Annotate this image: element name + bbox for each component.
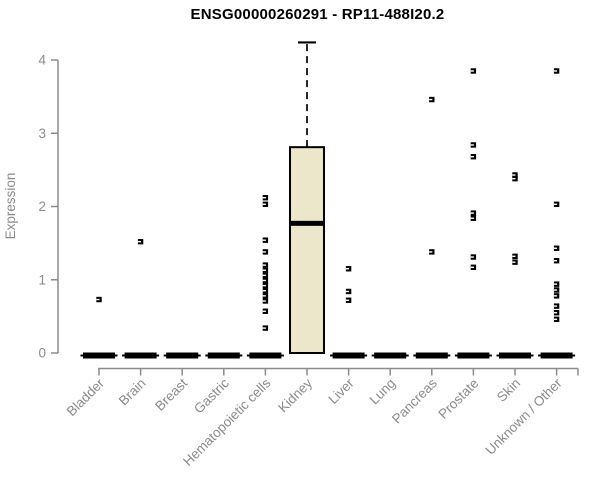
- x-category-label: Breast: [152, 375, 190, 413]
- y-tick-label: 4: [38, 53, 46, 68]
- box-kidney: [289, 146, 325, 354]
- outlier-point-slit: [512, 255, 516, 258]
- outlier-point-slit: [262, 295, 266, 297]
- median-line: [290, 220, 324, 226]
- outlier-point-slit: [137, 240, 142, 243]
- x-category-label: Lung: [366, 376, 398, 408]
- outlier-point-slit: [470, 212, 474, 214]
- outlier-point-slit: [512, 177, 516, 180]
- outlier-point-slit: [96, 298, 100, 301]
- outlier-point-slit: [345, 268, 350, 270]
- outlier-point-slit: [262, 269, 266, 271]
- outlier-point-slit: [262, 279, 266, 282]
- outlier-point-slit: [262, 290, 266, 292]
- outlier-point-slit: [345, 290, 350, 293]
- collapsed-box: [249, 352, 282, 359]
- outlier-point-slit: [470, 256, 474, 258]
- outlier-point-slit: [262, 310, 266, 312]
- outlier-point-slit: [262, 300, 266, 302]
- outlier-point-slit: [512, 174, 516, 176]
- outlier-point-slit: [553, 283, 558, 285]
- outlier-point-slit: [262, 274, 266, 277]
- collapsed-box: [540, 352, 573, 359]
- x-category-label: Brain: [116, 376, 149, 409]
- outlier-point-slit: [512, 261, 516, 263]
- x-category-label: Unknown / Other: [482, 375, 565, 458]
- outlier-point-slit: [262, 239, 266, 241]
- outlier-point-slit: [262, 251, 266, 253]
- outlier-point-slit: [553, 203, 558, 206]
- outlier-point-slit: [262, 203, 266, 206]
- chart-title: ENSG00000260291 - RP11-488I20.2: [190, 6, 445, 23]
- y-tick-label: 1: [38, 272, 46, 287]
- outlier-point-slit: [470, 70, 474, 72]
- collapsed-box: [124, 352, 157, 359]
- x-category-label: Gastric: [191, 375, 232, 416]
- outlier-point-slit: [553, 312, 558, 314]
- collapsed-box: [332, 352, 365, 359]
- outlier-point-slit: [553, 289, 558, 291]
- outlier-point-slit: [262, 284, 266, 287]
- x-category-label: Bladder: [64, 375, 108, 419]
- collapsed-box: [415, 352, 448, 359]
- collapsed-box: [83, 352, 115, 359]
- outlier-point-slit: [470, 217, 474, 219]
- outlier-point-slit: [553, 318, 558, 321]
- x-category-label: Kidney: [275, 375, 315, 415]
- outlier-point-slit: [262, 327, 266, 329]
- x-category-label: Prostate: [435, 376, 481, 422]
- outlier-point-slit: [470, 144, 474, 146]
- outlier-point-slit: [470, 155, 474, 158]
- y-tick-label: 0: [38, 346, 46, 361]
- x-category-label: Skin: [494, 376, 523, 405]
- outlier-point-slit: [262, 264, 266, 266]
- outlier-point-slit: [429, 251, 433, 253]
- collapsed-box: [499, 352, 531, 359]
- x-category-label: Liver: [325, 375, 357, 407]
- collapsed-box: [374, 352, 407, 359]
- outlier-point-slit: [470, 266, 474, 268]
- outlier-point-slit: [262, 197, 266, 199]
- outlier-point-slit: [553, 260, 558, 262]
- outlier-point-slit: [553, 247, 558, 249]
- outlier-point-slit: [429, 98, 433, 101]
- collapsed-box: [457, 352, 490, 359]
- outlier-point-slit: [553, 70, 558, 72]
- outlier-point-slit: [345, 299, 350, 301]
- y-tick-label: 2: [38, 199, 46, 214]
- y-tick-label: 3: [38, 126, 46, 141]
- x-category-label: Pancreas: [389, 375, 440, 426]
- outlier-point-slit: [553, 295, 558, 297]
- outlier-point-slit: [553, 305, 558, 307]
- collapsed-box: [207, 352, 240, 359]
- collapsed-box: [166, 352, 199, 359]
- y-axis-label: Expression: [3, 173, 18, 240]
